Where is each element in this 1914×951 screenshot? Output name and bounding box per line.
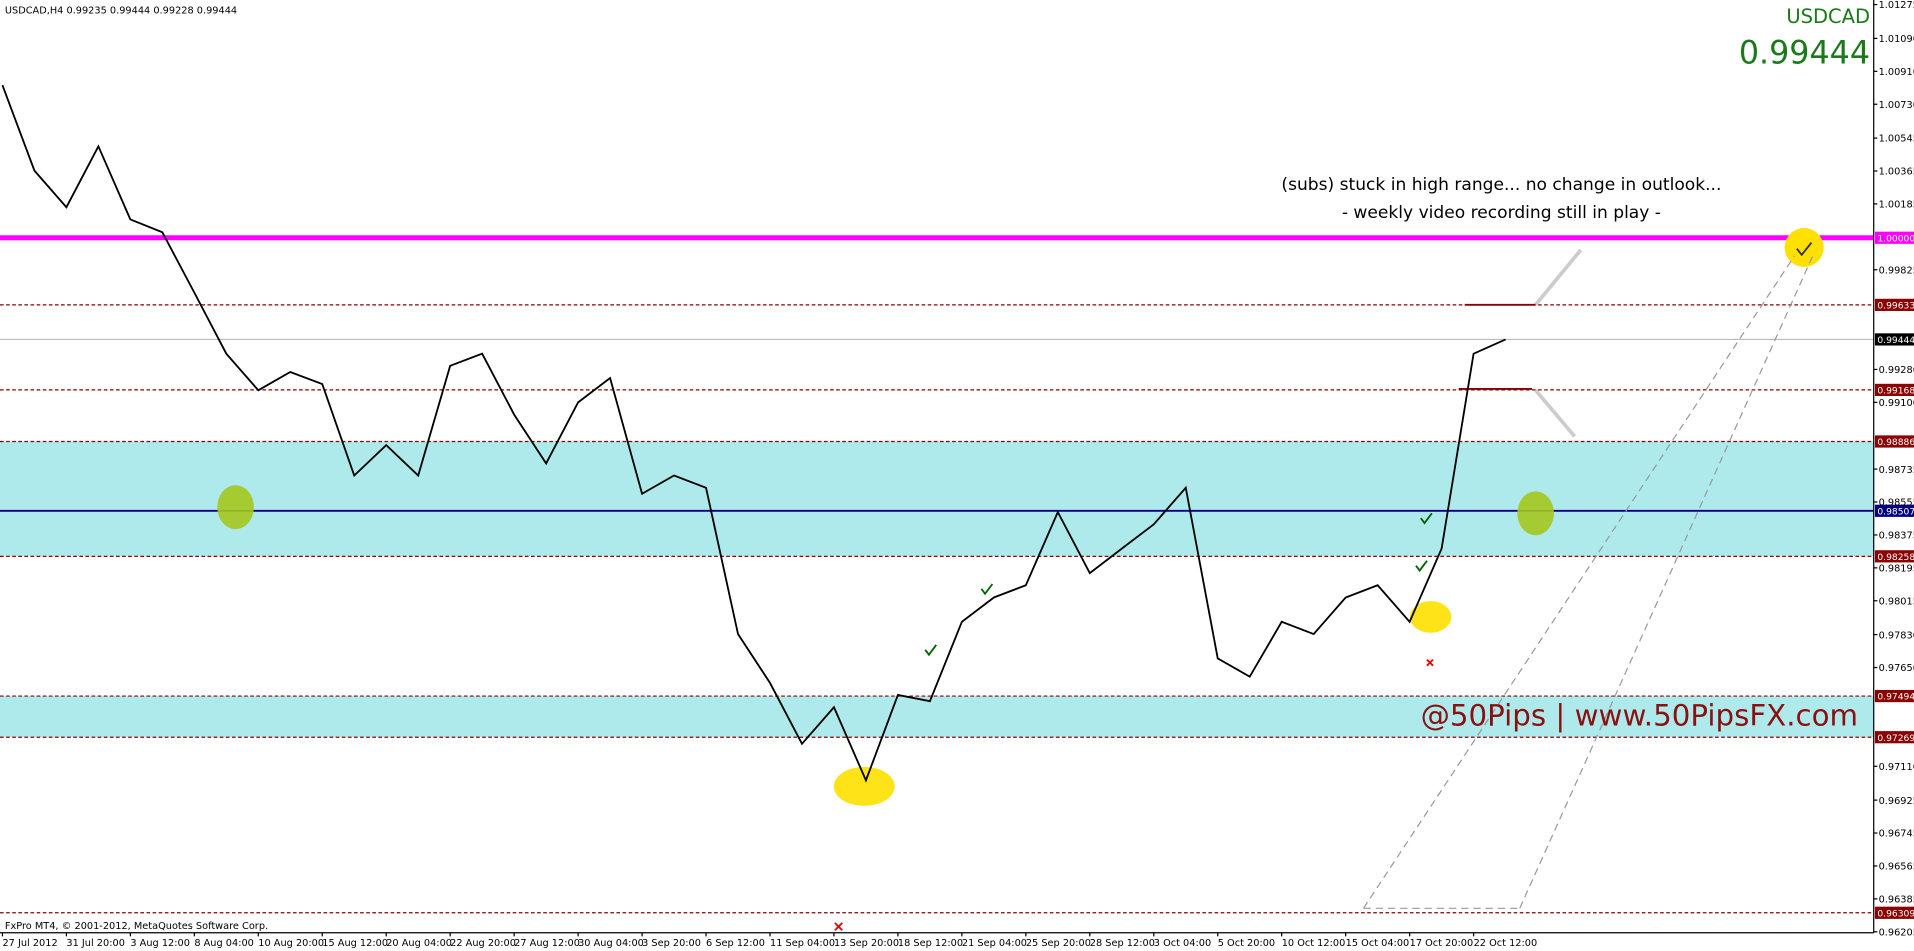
level-label: 0.96309 <box>1877 909 1914 919</box>
y-tick-label: 0.96385 <box>1879 895 1914 906</box>
level-label: 0.97269 <box>1877 734 1914 744</box>
level-label: 0.98886 <box>1877 438 1914 448</box>
x-tick-label: 6 Sep 12:00 <box>706 938 765 949</box>
level-tag <box>1874 906 1914 919</box>
x-marks <box>834 658 1434 931</box>
level-tag <box>1874 731 1914 744</box>
y-tick-label: 0.98555 <box>1879 498 1914 509</box>
annotation: - weekly video recording still in play - <box>1342 203 1661 223</box>
y-tick-label: 1.01275 <box>1879 0 1914 11</box>
y-tick-label: 0.98195 <box>1879 564 1914 575</box>
target-circle <box>1784 227 1824 268</box>
level-tag <box>1874 550 1914 563</box>
level-tag <box>1874 689 1914 703</box>
x-tick-label: 22 Oct 12:00 <box>1474 938 1538 949</box>
check-marks <box>924 512 1433 657</box>
range-arrows <box>1534 248 1583 438</box>
x-tick-label: 25 Sep 20:00 <box>1026 938 1091 949</box>
price: 0.99444 <box>1739 35 1870 71</box>
level-tag <box>1874 435 1914 448</box>
level-label: 1.00000 <box>1877 234 1914 244</box>
x-tick-label: 18 Sep 12:00 <box>898 938 963 949</box>
y-tick-label: 1.00910 <box>1879 67 1914 78</box>
symbol-line: USDCAD,H4 0.99235 0.99444 0.99228 0.9944… <box>5 5 237 16</box>
zones <box>0 441 1874 738</box>
check-mark <box>1796 242 1813 257</box>
footer: FxPro MT4, © 2001-2012, MetaQuotes Softw… <box>5 921 268 932</box>
watermark: @50Pips | www.50PipsFX.com <box>1421 698 1859 733</box>
x-tick-label: 15 Oct 04:00 <box>1346 938 1410 949</box>
levels: 1.00000 0.99633 0.99444 0.99168 0.98886 0.985… <box>0 231 1914 919</box>
x-tick-label: 13 Sep 20:00 <box>834 938 899 949</box>
decorations <box>217 227 1824 931</box>
x-tick-label: 30 Aug 04:00 <box>578 938 644 949</box>
y-tick-label: 0.96925 <box>1879 796 1914 807</box>
range-marks <box>1458 303 1536 390</box>
y-tick-label: 1.00730 <box>1879 100 1914 111</box>
level-label: 0.99168 <box>1877 387 1914 397</box>
signal-ellipse <box>217 485 254 530</box>
x-tick-label: 15 Aug 12:00 <box>322 938 388 949</box>
x-tick-label: 20 Aug 04:00 <box>386 938 452 949</box>
y-tick-label: 1.00365 <box>1879 167 1914 178</box>
x-tick-label: 22 Aug 20:00 <box>450 938 516 949</box>
x-tick-label: 27 Aug 12:00 <box>514 938 580 949</box>
x-tick-label: 10 Oct 12:00 <box>1282 938 1346 949</box>
y-tick-label: 0.98015 <box>1879 596 1914 607</box>
level-label: 0.99633 <box>1877 302 1914 312</box>
level-label: 0.97494 <box>1877 693 1914 703</box>
highlight-ellipse <box>833 766 895 806</box>
y-tick-label: 0.96565 <box>1879 862 1914 873</box>
signal-ellipse <box>1517 491 1554 536</box>
level-label: 0.98507 <box>1877 507 1914 517</box>
projection-lines <box>1362 255 1814 909</box>
y-tick-label: 0.96745 <box>1879 829 1914 840</box>
level-tag <box>1874 333 1914 346</box>
level-tag <box>1874 504 1914 517</box>
x-tick-label: 28 Sep 12:00 <box>1090 938 1155 949</box>
price-line <box>1 84 1506 783</box>
y-tick-label: 0.98735 <box>1879 465 1914 476</box>
highlight-ellipse <box>1409 601 1452 633</box>
y-tick-label: 1.01090 <box>1879 34 1914 45</box>
level-tag <box>1874 298 1914 311</box>
level-label: 0.98258 <box>1877 553 1914 563</box>
x-tick-label: 3 Aug 12:00 <box>130 938 190 949</box>
x-tick-label: 8 Aug 04:00 <box>194 938 254 949</box>
zone <box>0 696 1874 738</box>
level-tag <box>1874 383 1914 397</box>
y-tick-label: 0.99825 <box>1879 265 1914 276</box>
level-tag <box>1874 231 1914 244</box>
x-tick-label: 21 Sep 04:00 <box>962 938 1027 949</box>
plot <box>1 84 1506 783</box>
chart-title: USDCAD <box>1786 5 1870 28</box>
x-tick-label: 31 Jul 20:00 <box>66 938 125 949</box>
x-tick-label: 5 Oct 20:00 <box>1218 938 1275 949</box>
zone <box>0 441 1874 557</box>
level-label: 0.99444 <box>1877 336 1914 346</box>
x-tick-label: 11 Sep 04:00 <box>770 938 835 949</box>
x-tick-label: 3 Oct 04:00 <box>1154 938 1211 949</box>
x-tick-label: 10 Aug 20:00 <box>258 938 324 949</box>
y-tick-label: 1.00545 <box>1879 134 1914 145</box>
y-tick-label: 1.00185 <box>1879 200 1914 211</box>
y-tick-label: 0.96205 <box>1879 927 1914 938</box>
x-tick-label: 3 Sep 20:00 <box>642 938 701 949</box>
y-tick-label: 0.98375 <box>1879 531 1914 542</box>
x-tick-label: 27 Jul 2012 <box>2 938 57 949</box>
x-tick-label: 17 Oct 20:00 <box>1410 938 1474 949</box>
annotation: (subs) stuck in high range... no change … <box>1281 175 1721 195</box>
